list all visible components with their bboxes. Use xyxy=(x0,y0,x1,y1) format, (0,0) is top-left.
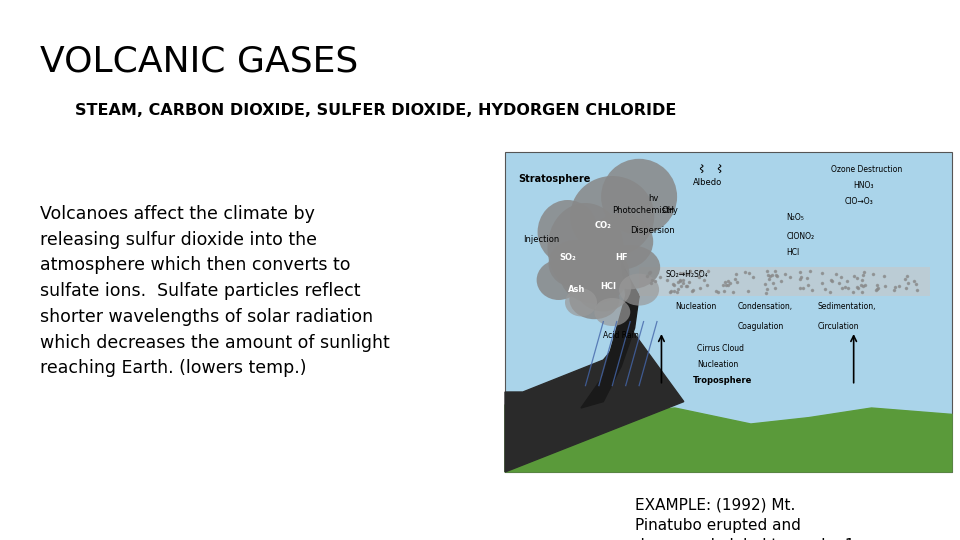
Ellipse shape xyxy=(575,261,632,312)
Text: SO₂→H₂SO₄: SO₂→H₂SO₄ xyxy=(666,271,708,279)
Ellipse shape xyxy=(547,203,623,293)
FancyBboxPatch shape xyxy=(639,267,929,296)
Text: Injection: Injection xyxy=(523,235,559,244)
Text: Ozone Destruction: Ozone Destruction xyxy=(831,165,902,174)
Text: ClONO₂: ClONO₂ xyxy=(786,232,815,241)
Bar xyxy=(505,152,952,472)
Text: Stratosphere: Stratosphere xyxy=(518,174,590,184)
Text: HNO₃: HNO₃ xyxy=(853,181,875,190)
Text: ClO→O₃: ClO→O₃ xyxy=(845,197,874,206)
Text: OH: OH xyxy=(661,206,675,215)
Text: Sedimentation,: Sedimentation, xyxy=(818,302,876,312)
Ellipse shape xyxy=(560,244,630,303)
Text: Nucleation: Nucleation xyxy=(697,360,738,369)
Text: Albedo: Albedo xyxy=(693,178,722,187)
Text: EXAMPLE: (1992) Mt.
Pinatubo erupted and
decreased global temp. by 1
degree F: EXAMPLE: (1992) Mt. Pinatubo erupted and… xyxy=(635,497,854,540)
Ellipse shape xyxy=(589,214,653,269)
Ellipse shape xyxy=(619,274,660,306)
Ellipse shape xyxy=(600,245,660,289)
Ellipse shape xyxy=(601,159,677,235)
Text: VOLCANIC GASES: VOLCANIC GASES xyxy=(40,45,358,79)
Text: HCl: HCl xyxy=(786,248,800,257)
Ellipse shape xyxy=(537,260,581,300)
Text: Ash: Ash xyxy=(567,285,586,294)
Ellipse shape xyxy=(548,240,605,288)
Text: Coagulation: Coagulation xyxy=(737,322,783,330)
Ellipse shape xyxy=(565,288,597,316)
Text: Condensation,: Condensation, xyxy=(737,302,793,312)
Ellipse shape xyxy=(538,200,597,264)
Text: CO₂: CO₂ xyxy=(595,221,612,230)
Text: Volcanoes affect the climate by
releasing sulfur dioxide into the
atmosphere whi: Volcanoes affect the climate by releasin… xyxy=(40,205,390,377)
Text: Photochemistry: Photochemistry xyxy=(612,206,678,215)
Polygon shape xyxy=(505,261,684,472)
Text: HCl: HCl xyxy=(600,282,615,291)
Text: SO₂: SO₂ xyxy=(560,253,576,262)
Ellipse shape xyxy=(594,298,631,326)
Text: Dispersion: Dispersion xyxy=(630,226,675,234)
Polygon shape xyxy=(581,280,639,408)
Text: hv: hv xyxy=(648,194,659,202)
Text: HF: HF xyxy=(615,253,628,262)
Ellipse shape xyxy=(570,176,655,256)
Text: Nucleation: Nucleation xyxy=(675,302,716,312)
Polygon shape xyxy=(505,405,952,472)
Text: N₂O₅: N₂O₅ xyxy=(786,213,804,222)
Text: Circulation: Circulation xyxy=(818,322,859,330)
Text: Cirrus Cloud: Cirrus Cloud xyxy=(697,344,744,353)
Ellipse shape xyxy=(569,279,619,319)
Text: STEAM, CARBON DIOXIDE, SULFER DIOXIDE, HYDORGEN CHLORIDE: STEAM, CARBON DIOXIDE, SULFER DIOXIDE, H… xyxy=(75,103,677,118)
Text: Acid Rain: Acid Rain xyxy=(603,331,639,340)
Text: Troposphere: Troposphere xyxy=(693,376,752,385)
